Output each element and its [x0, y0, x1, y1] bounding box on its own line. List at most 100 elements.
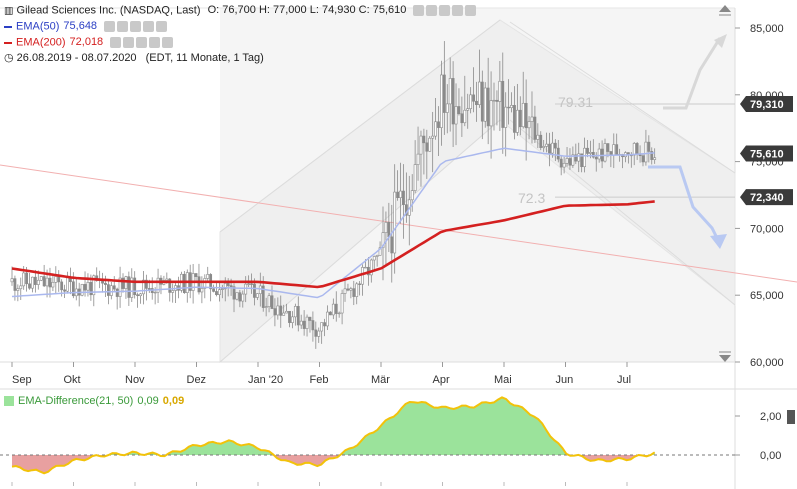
price-tag-label: 79,310	[750, 99, 784, 111]
price-tag-label: 75,610	[750, 148, 784, 160]
candle-body	[542, 146, 546, 148]
candle-body	[580, 153, 584, 168]
resistance-annotation: 79.31	[558, 94, 593, 110]
candle-body	[440, 74, 443, 128]
candle-body	[416, 153, 420, 165]
candle-body	[16, 288, 20, 291]
candle-body	[419, 135, 423, 155]
legend-ema50[interactable]: EMA(50) 75,648	[4, 20, 169, 33]
candle-body	[314, 329, 318, 337]
candle-body	[399, 190, 402, 198]
x-tick-label: Sep	[12, 374, 32, 386]
candle-body	[498, 80, 502, 102]
candle-body	[571, 154, 575, 166]
ema50-value: 75,648	[63, 20, 98, 33]
candle-body	[13, 278, 17, 291]
candle-body	[507, 106, 511, 109]
candle-body	[28, 283, 31, 289]
candle-body	[19, 285, 23, 290]
lower-scroll-handle[interactable]	[787, 410, 795, 424]
candle-body	[428, 137, 432, 152]
candle-body	[63, 289, 66, 292]
candle-body	[320, 322, 324, 332]
legend-ema200[interactable]: EMA(200) 72,018	[4, 36, 175, 49]
candle-body	[218, 289, 221, 295]
ohlc-readout: O: 76,700 H: 77,000 L: 74,930 C: 75,610	[207, 4, 407, 17]
candle-body	[577, 153, 581, 162]
diff-positive-area	[12, 397, 655, 455]
candle-body	[425, 142, 429, 152]
ema50-line	[11, 147, 655, 299]
candle-body	[147, 288, 151, 290]
candle-body	[156, 277, 160, 293]
candle-body	[589, 152, 592, 154]
candle-body	[109, 285, 113, 296]
candle-body	[329, 311, 332, 316]
candle-body	[144, 279, 148, 289]
candle-body	[250, 283, 253, 285]
candle-body	[229, 285, 233, 288]
title-buttons[interactable]	[413, 4, 478, 17]
x-tick-label: Mär	[371, 374, 390, 386]
ema200-buttons[interactable]	[110, 36, 175, 49]
candle-body	[387, 222, 391, 238]
candle-body	[349, 288, 353, 291]
candle-body	[410, 190, 414, 201]
candle-body	[340, 293, 344, 314]
candle-body	[261, 285, 265, 308]
candle-body	[486, 87, 490, 127]
candle-body	[378, 247, 382, 256]
bearish-scenario-arrow	[648, 165, 720, 241]
candle-body	[331, 303, 335, 316]
candle-body	[136, 294, 140, 297]
candle-body	[574, 154, 578, 162]
candle-body	[445, 103, 449, 113]
candle-body	[10, 278, 14, 283]
candle-body	[434, 121, 437, 137]
candle-body	[442, 74, 446, 113]
candle-body	[396, 191, 400, 198]
candle-body	[171, 290, 175, 293]
candle-body	[553, 142, 557, 149]
candle-body	[437, 121, 440, 128]
candle-body	[594, 156, 598, 160]
ema50-buttons[interactable]	[104, 20, 169, 33]
diff-value2: 0,09	[162, 395, 185, 407]
candle-body	[527, 121, 531, 129]
diff-label: EMA-Difference(21, 50)	[18, 395, 134, 407]
x-tick-label: Jul	[617, 374, 631, 386]
candle-body	[586, 147, 589, 154]
candle-body	[381, 232, 385, 249]
candle-body	[223, 283, 227, 290]
scroll-up-icon[interactable]	[719, 5, 731, 12]
candle-body	[431, 135, 435, 139]
candle-body	[197, 276, 201, 293]
candle-body	[513, 105, 516, 133]
candle-body	[375, 255, 379, 257]
clock-icon: ◷	[4, 52, 14, 64]
candle-body	[241, 293, 245, 302]
candle-body	[22, 272, 26, 287]
candle-body	[244, 283, 248, 295]
candle-body	[25, 272, 29, 285]
candle-body	[104, 282, 107, 285]
support-annotation: 72.3	[518, 190, 545, 206]
price-tag-label: 72,340	[750, 192, 784, 204]
candle-body	[42, 276, 46, 287]
candle-body	[530, 116, 534, 122]
candle-body	[200, 288, 204, 293]
candle-body	[448, 78, 452, 105]
lower-legend[interactable]: EMA-Difference(21, 50) 0,09 0,09	[4, 395, 184, 408]
candle-body	[556, 147, 560, 160]
scroll-down-icon[interactable]	[719, 355, 731, 362]
date-range-detail: (EDT, 11 Monate, 1 Tag)	[145, 52, 264, 64]
candle-body	[60, 281, 64, 291]
ema200-line	[11, 200, 655, 289]
bullish-arrowhead-icon	[714, 34, 727, 48]
candle-body	[299, 320, 303, 326]
chart-title: Gilead Sciences Inc. (NASDAQ, Last)	[16, 4, 201, 17]
chart-type-icon[interactable]: ▥	[4, 5, 14, 17]
candle-body	[317, 330, 321, 337]
